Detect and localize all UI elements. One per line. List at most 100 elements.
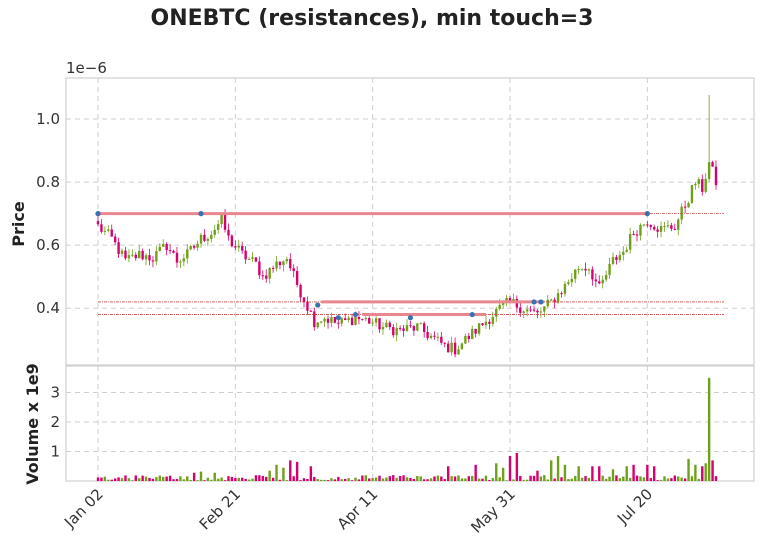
volume-bar [670,478,673,481]
volume-bar [618,478,622,481]
candle-body [165,243,168,251]
volume-bar [694,464,697,481]
candle-body [525,309,529,312]
volume-bar [683,478,687,481]
candle-body [446,343,450,353]
candle-body [646,224,649,226]
candle-body [591,269,594,280]
candle-body [594,279,598,282]
candle-body [368,317,371,324]
candle-body [577,269,580,271]
candle-body [113,236,117,243]
candle-body [192,245,196,248]
volume-bar [467,476,471,481]
candle-body [632,233,635,235]
candle-body [323,318,326,322]
volume-bars [96,377,718,481]
candle-body [536,310,539,313]
candle-body [529,309,532,311]
candle-body [254,257,258,262]
volume-bar [584,476,587,481]
candle-body [340,318,343,324]
volume-bar [210,479,213,481]
candle-body [271,267,275,269]
volume-bar [611,469,615,481]
candle-body [302,297,306,302]
candle-body [560,293,563,295]
volume-bar [677,476,680,481]
x-tick-label: Apr 11 [334,485,382,533]
touch-point [315,302,321,308]
candle-body [162,243,165,247]
volume-bar [189,479,192,481]
candle-body [199,234,203,244]
volume-bar [271,477,275,481]
volume-bar [151,478,155,481]
volume-bar [701,466,704,481]
candle-body [374,318,378,323]
volume-bar [103,476,107,481]
volume-bar [436,475,440,481]
volume-bar [371,478,374,481]
volume-bar [172,479,175,481]
candle-body [608,263,611,275]
volume-bar [460,478,464,481]
volume-bar [206,477,210,481]
volume-bar [340,479,343,481]
candle-body [361,319,364,321]
candle-body [240,245,244,251]
candle-body [484,321,488,326]
volume-bar [652,466,656,481]
volume-bar [656,480,659,481]
candle-body [604,274,608,280]
touch-point [352,311,359,318]
volume-bar [587,477,591,481]
candle-body [144,255,148,260]
candle-body [120,250,124,255]
candle-body [261,275,265,277]
volume-bar [278,479,282,481]
volume-bar [374,477,378,481]
candle-body [306,301,309,311]
candle-body [704,178,707,192]
volume-bar [505,480,508,481]
candle-body [220,213,223,225]
candle-body [330,317,333,323]
volume-bar [117,477,120,481]
volume-bar [361,475,364,481]
candle-body [402,328,405,331]
volume-bar [429,478,433,481]
volume-tick-label: 1 [50,443,60,461]
candle-body [570,278,574,283]
volume-bar [378,475,381,481]
volume-bar [549,460,553,481]
candle-body [319,321,323,323]
volume-bar [625,466,628,481]
candle-body [292,268,295,272]
volume-bar [388,476,392,481]
candle-body [182,258,186,262]
volume-bar [381,478,385,481]
candle-body [474,328,477,334]
volume-bar [532,475,536,481]
candle-body [299,284,302,298]
candle-body [587,269,591,271]
touch-point [335,315,341,321]
volume-bar [659,479,663,481]
candle-body [127,255,131,259]
candle-body [107,229,110,231]
volume-bar [446,466,450,481]
touch-point [644,211,650,217]
volume-bar [673,475,677,481]
volume-bar [646,464,649,481]
volume-bar [343,478,347,481]
volume-bar [182,479,186,481]
volume-bar [275,464,278,481]
touch-point [531,299,537,305]
volume-bar [216,478,220,481]
candle-body [512,298,515,301]
candle-body [690,185,694,203]
volume-bar [196,480,199,481]
x-tick-label: May 31 [467,485,519,537]
candle-body [628,233,632,250]
